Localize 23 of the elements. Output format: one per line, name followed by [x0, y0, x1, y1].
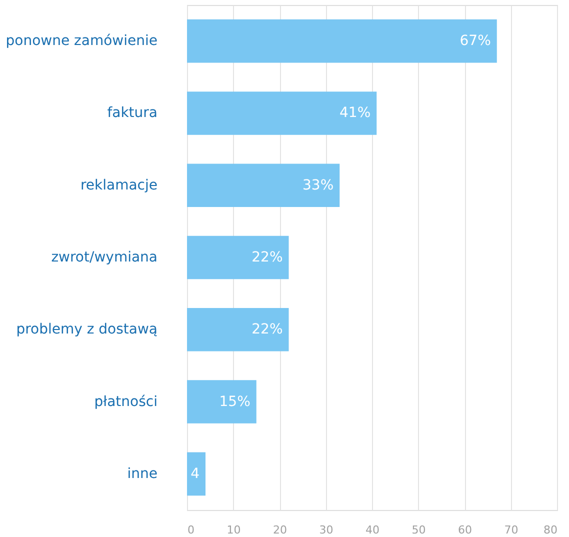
- y-tick-label: problemy z dostawą: [16, 322, 158, 338]
- data-label: 41%: [340, 105, 371, 122]
- x-tick-label: 40: [366, 524, 380, 536]
- y-tick-label: reklamacje: [80, 177, 158, 194]
- x-tick-label: 80: [544, 524, 558, 536]
- x-tick-label: 70: [504, 524, 518, 536]
- data-label: 22%: [252, 250, 283, 266]
- data-label: 33%: [302, 177, 334, 194]
- x-tick-label: 20: [273, 524, 287, 536]
- data-label: 15%: [219, 394, 250, 410]
- x-tick-label: 60: [458, 524, 472, 536]
- x-tick-label: 30: [319, 524, 334, 536]
- data-label: 4: [190, 466, 200, 482]
- y-tick-label: faktura: [107, 105, 158, 122]
- y-tick-label: ponowne zamówienie: [6, 33, 158, 50]
- y-tick-label: inne: [127, 466, 158, 482]
- y-tick-label: zwrot/wymiana: [51, 250, 158, 266]
- y-tick-label: płatności: [94, 394, 158, 410]
- data-label: 67%: [460, 33, 491, 50]
- x-tick-label: 0: [188, 524, 194, 536]
- x-tick-label: 10: [226, 524, 241, 536]
- data-label: 22%: [252, 322, 283, 338]
- x-tick-label: 50: [412, 524, 426, 536]
